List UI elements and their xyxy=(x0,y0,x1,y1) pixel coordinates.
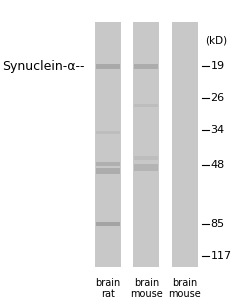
Bar xyxy=(134,164,158,171)
Text: (kD): (kD) xyxy=(206,36,228,46)
Bar xyxy=(96,130,120,134)
Bar xyxy=(134,104,158,107)
Bar xyxy=(95,22,121,268)
Text: Synuclein-α--: Synuclein-α-- xyxy=(2,60,85,73)
Text: 26: 26 xyxy=(210,93,225,103)
Text: 117: 117 xyxy=(210,251,232,261)
Text: brain: brain xyxy=(95,278,120,288)
Bar xyxy=(134,64,158,68)
Text: mouse: mouse xyxy=(130,290,163,299)
Text: 34: 34 xyxy=(210,125,225,135)
Text: rat: rat xyxy=(101,290,115,299)
Bar xyxy=(172,22,198,268)
Text: brain: brain xyxy=(134,278,159,288)
Bar xyxy=(134,156,158,160)
Bar xyxy=(96,222,120,226)
Text: brain: brain xyxy=(172,278,197,288)
Text: 48: 48 xyxy=(210,160,225,170)
Text: 85: 85 xyxy=(210,219,225,229)
Bar xyxy=(96,162,120,166)
Text: 19: 19 xyxy=(210,61,225,71)
Bar xyxy=(96,64,120,68)
Bar xyxy=(96,168,120,174)
Bar xyxy=(133,22,159,268)
Text: mouse: mouse xyxy=(169,290,201,299)
